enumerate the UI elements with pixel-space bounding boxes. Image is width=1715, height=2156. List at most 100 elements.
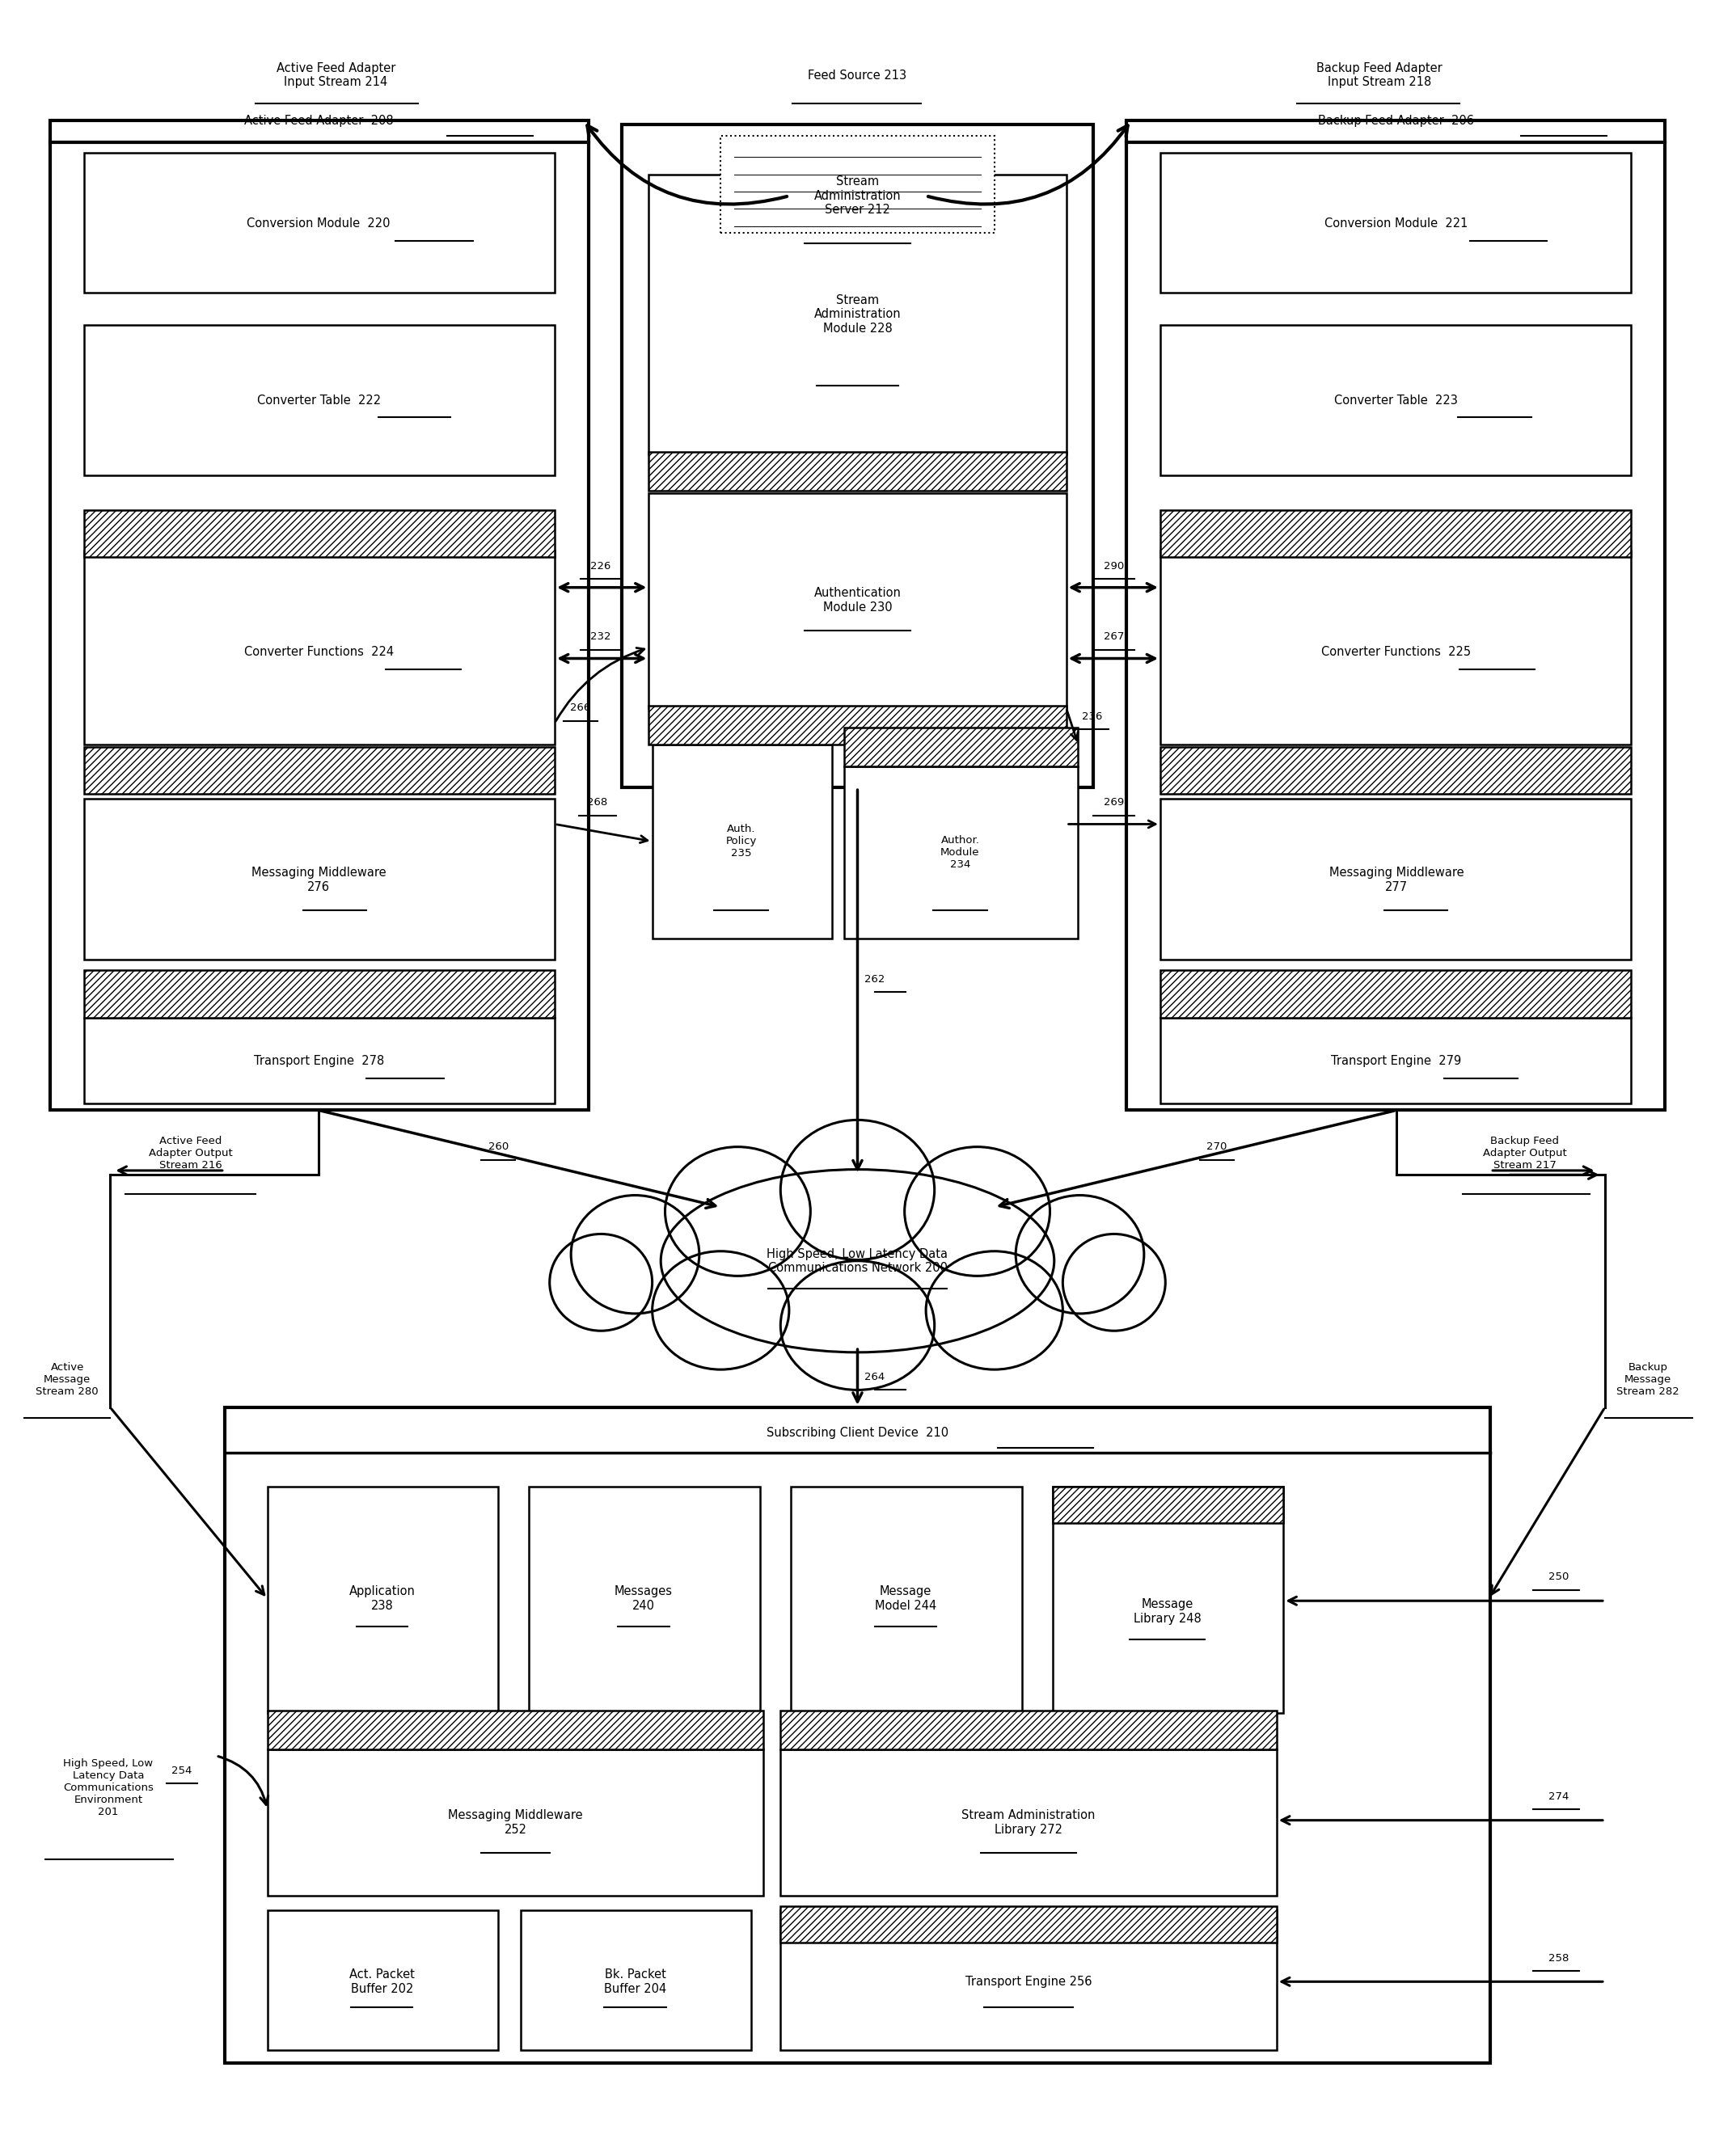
Text: Author.
Module
234: Author. Module 234 (940, 834, 979, 869)
Ellipse shape (780, 1119, 935, 1259)
Bar (720, 136, 995, 233)
Ellipse shape (660, 1169, 1055, 1352)
Text: Application
238: Application 238 (348, 1585, 415, 1613)
Text: Transport Engine  278: Transport Engine 278 (254, 1054, 384, 1067)
Text: 290: 290 (1104, 561, 1125, 571)
Text: Backup Feed Adapter
Input Stream 218: Backup Feed Adapter Input Stream 218 (1315, 63, 1442, 88)
Text: 236: 236 (1082, 711, 1103, 722)
Bar (648, 175, 1067, 455)
Text: 250: 250 (1549, 1572, 1569, 1583)
Bar (84, 153, 554, 293)
Bar (1161, 511, 1631, 558)
Text: Active Feed
Adapter Output
Stream 216: Active Feed Adapter Output Stream 216 (149, 1136, 232, 1171)
Text: Message
Model 244: Message Model 244 (875, 1585, 936, 1613)
Text: High Speed, Low Latency Data
Communications Network 200: High Speed, Low Latency Data Communicati… (767, 1248, 948, 1274)
Text: 269: 269 (1104, 798, 1125, 808)
Bar (844, 765, 1079, 938)
Ellipse shape (780, 1261, 935, 1391)
Text: 270: 270 (1206, 1141, 1226, 1151)
Text: Backup Feed
Adapter Output
Stream 217: Backup Feed Adapter Output Stream 217 (1483, 1136, 1566, 1171)
Text: Subscribing Client Device  210: Subscribing Client Device 210 (767, 1427, 948, 1438)
Bar (1053, 1488, 1283, 1712)
Bar (84, 746, 554, 793)
Bar (648, 705, 1067, 744)
Bar (621, 125, 1094, 787)
Bar (521, 1910, 751, 2050)
Bar (84, 552, 554, 744)
Text: Backup Feed Adapter  206: Backup Feed Adapter 206 (1319, 114, 1475, 127)
Text: 268: 268 (587, 798, 607, 808)
Bar (780, 1710, 1276, 1749)
Text: Converter Table  223: Converter Table 223 (1334, 395, 1458, 405)
Bar (84, 970, 554, 1018)
Text: Stream
Administration
Module 228: Stream Administration Module 228 (815, 293, 900, 334)
Ellipse shape (665, 1147, 811, 1276)
Text: Bk. Packet
Buffer 204: Bk. Packet Buffer 204 (604, 1968, 667, 1994)
Text: Act. Packet
Buffer 202: Act. Packet Buffer 202 (350, 1968, 415, 1994)
Bar (50, 121, 588, 1110)
Text: Messaging Middleware
276: Messaging Middleware 276 (252, 867, 386, 893)
Text: 274: 274 (1549, 1792, 1569, 1802)
Bar (268, 1910, 499, 2050)
Text: Conversion Module  221: Conversion Module 221 (1324, 218, 1468, 231)
Bar (1161, 326, 1631, 476)
Text: Converter Functions  225: Converter Functions 225 (1322, 647, 1471, 658)
Text: Transport Engine  279: Transport Engine 279 (1331, 1054, 1461, 1067)
Ellipse shape (652, 1250, 789, 1369)
Bar (780, 1906, 1276, 1943)
Ellipse shape (926, 1250, 1063, 1369)
Text: Feed Source 213: Feed Source 213 (808, 69, 907, 82)
Bar (84, 326, 554, 476)
Text: Auth.
Policy
235: Auth. Policy 235 (725, 824, 756, 858)
Text: Message
Library 248: Message Library 248 (1134, 1598, 1200, 1626)
Text: 262: 262 (864, 975, 885, 985)
Text: 226: 226 (590, 561, 611, 571)
Bar (1161, 798, 1631, 959)
Bar (268, 1710, 763, 1749)
Text: Stream Administration
Library 272: Stream Administration Library 272 (962, 1809, 1096, 1835)
Text: 254: 254 (172, 1766, 192, 1777)
Text: 264: 264 (864, 1371, 885, 1382)
Bar (791, 1488, 1022, 1712)
Bar (648, 494, 1067, 707)
Text: Messaging Middleware
277: Messaging Middleware 277 (1329, 867, 1463, 893)
Text: Backup
Message
Stream 282: Backup Message Stream 282 (1616, 1363, 1679, 1397)
Bar (652, 744, 832, 938)
Ellipse shape (1015, 1194, 1144, 1313)
Bar (1127, 121, 1665, 1110)
Ellipse shape (549, 1233, 652, 1330)
Bar (530, 1488, 760, 1712)
Bar (780, 1910, 1276, 2050)
Text: 258: 258 (1549, 1953, 1569, 1964)
Ellipse shape (1063, 1233, 1166, 1330)
Text: Active
Message
Stream 280: Active Message Stream 280 (36, 1363, 99, 1397)
Text: High Speed, Low
Latency Data
Communications
Environment
201: High Speed, Low Latency Data Communicati… (63, 1759, 154, 1818)
Text: Stream
Administration
Server 212: Stream Administration Server 212 (815, 177, 900, 216)
Text: Transport Engine 256: Transport Engine 256 (966, 1975, 1092, 1988)
Bar (556, 1518, 787, 1742)
Ellipse shape (904, 1147, 1050, 1276)
Text: 232: 232 (590, 632, 611, 642)
Bar (1161, 746, 1631, 793)
Text: Messaging Middleware
252: Messaging Middleware 252 (448, 1809, 583, 1835)
Bar (1161, 552, 1631, 744)
Text: Converter Table  222: Converter Table 222 (257, 395, 381, 405)
Text: 267: 267 (1104, 632, 1125, 642)
Bar (648, 453, 1067, 492)
Text: Conversion Module  220: Conversion Module 220 (247, 218, 391, 231)
Ellipse shape (571, 1194, 700, 1313)
Text: Messages
240: Messages 240 (614, 1585, 672, 1613)
Bar (1053, 1488, 1283, 1524)
Bar (780, 1749, 1276, 1895)
Bar (84, 798, 554, 959)
Text: Active Feed Adapter
Input Stream 214: Active Feed Adapter Input Stream 214 (276, 63, 396, 88)
Bar (225, 1408, 1490, 2063)
Bar (542, 1503, 773, 1727)
Bar (84, 1018, 554, 1104)
Text: Authentication
Module 230: Authentication Module 230 (815, 586, 900, 614)
Bar (84, 511, 554, 558)
Text: Converter Functions  224: Converter Functions 224 (244, 647, 393, 658)
Bar (1161, 1018, 1631, 1104)
Bar (1161, 970, 1631, 1018)
Text: 266: 266 (569, 703, 590, 714)
